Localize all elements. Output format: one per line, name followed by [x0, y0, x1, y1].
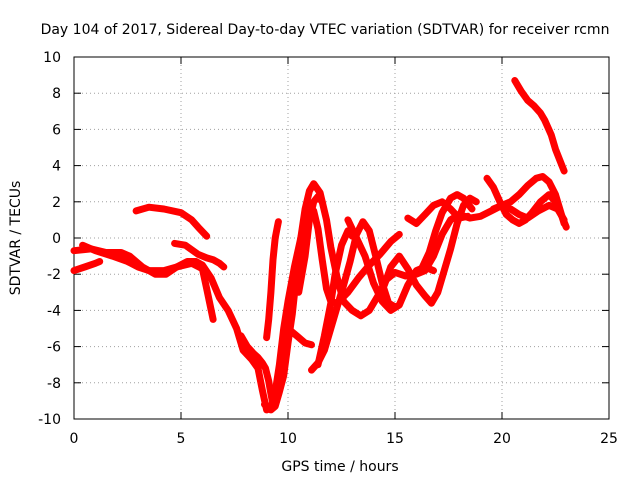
- data-series-6: [237, 332, 277, 408]
- y-tick-label: -8: [47, 376, 61, 392]
- y-tick-label: -2: [47, 267, 61, 283]
- y-tick-labels: -10 -8 -6 -4 -2 0 2 4 6 8 10: [38, 50, 61, 428]
- data-series-18: [489, 173, 568, 227]
- y-tick-label: -4: [47, 303, 61, 319]
- y-axis-label: SDTVAR / TECUs: [8, 181, 24, 296]
- x-tick-label: 25: [600, 431, 618, 447]
- data-series-7: [263, 218, 282, 342]
- y-tick-label: 8: [52, 86, 61, 102]
- chart-title: Day 104 of 2017, Sidereal Day-to-day VTE…: [41, 22, 610, 38]
- data-series-4: [132, 203, 211, 240]
- data-series-group: [70, 77, 570, 414]
- x-tick-label: 10: [279, 431, 297, 447]
- data-series-16: [417, 191, 476, 275]
- data-series-5: [171, 239, 228, 271]
- data-series-3: [79, 241, 217, 323]
- data-series-15: [404, 198, 472, 227]
- axis-ticks: [73, 56, 610, 420]
- data-series-19: [511, 77, 568, 175]
- x-tick-label: 5: [177, 431, 186, 447]
- y-tick-label: -6: [47, 340, 61, 356]
- data-series-14: [380, 194, 480, 307]
- x-tick-labels: 0 5 10 15 20 25: [70, 431, 618, 447]
- y-tick-label: 4: [52, 159, 61, 175]
- x-tick-label: 20: [493, 431, 511, 447]
- y-tick-label: 6: [52, 122, 61, 138]
- x-tick-label: 0: [70, 431, 79, 447]
- y-tick-label: 0: [52, 231, 61, 247]
- x-axis-label: GPS time / hours: [281, 459, 398, 475]
- y-tick-label: 2: [52, 195, 61, 211]
- data-series-9: [284, 325, 315, 349]
- y-tick-label: 10: [43, 50, 61, 66]
- y-tick-label: -10: [38, 412, 61, 428]
- data-series-10: [295, 192, 326, 296]
- data-series-12: [314, 227, 356, 369]
- x-tick-label: 15: [386, 431, 404, 447]
- data-series-1: [70, 258, 104, 275]
